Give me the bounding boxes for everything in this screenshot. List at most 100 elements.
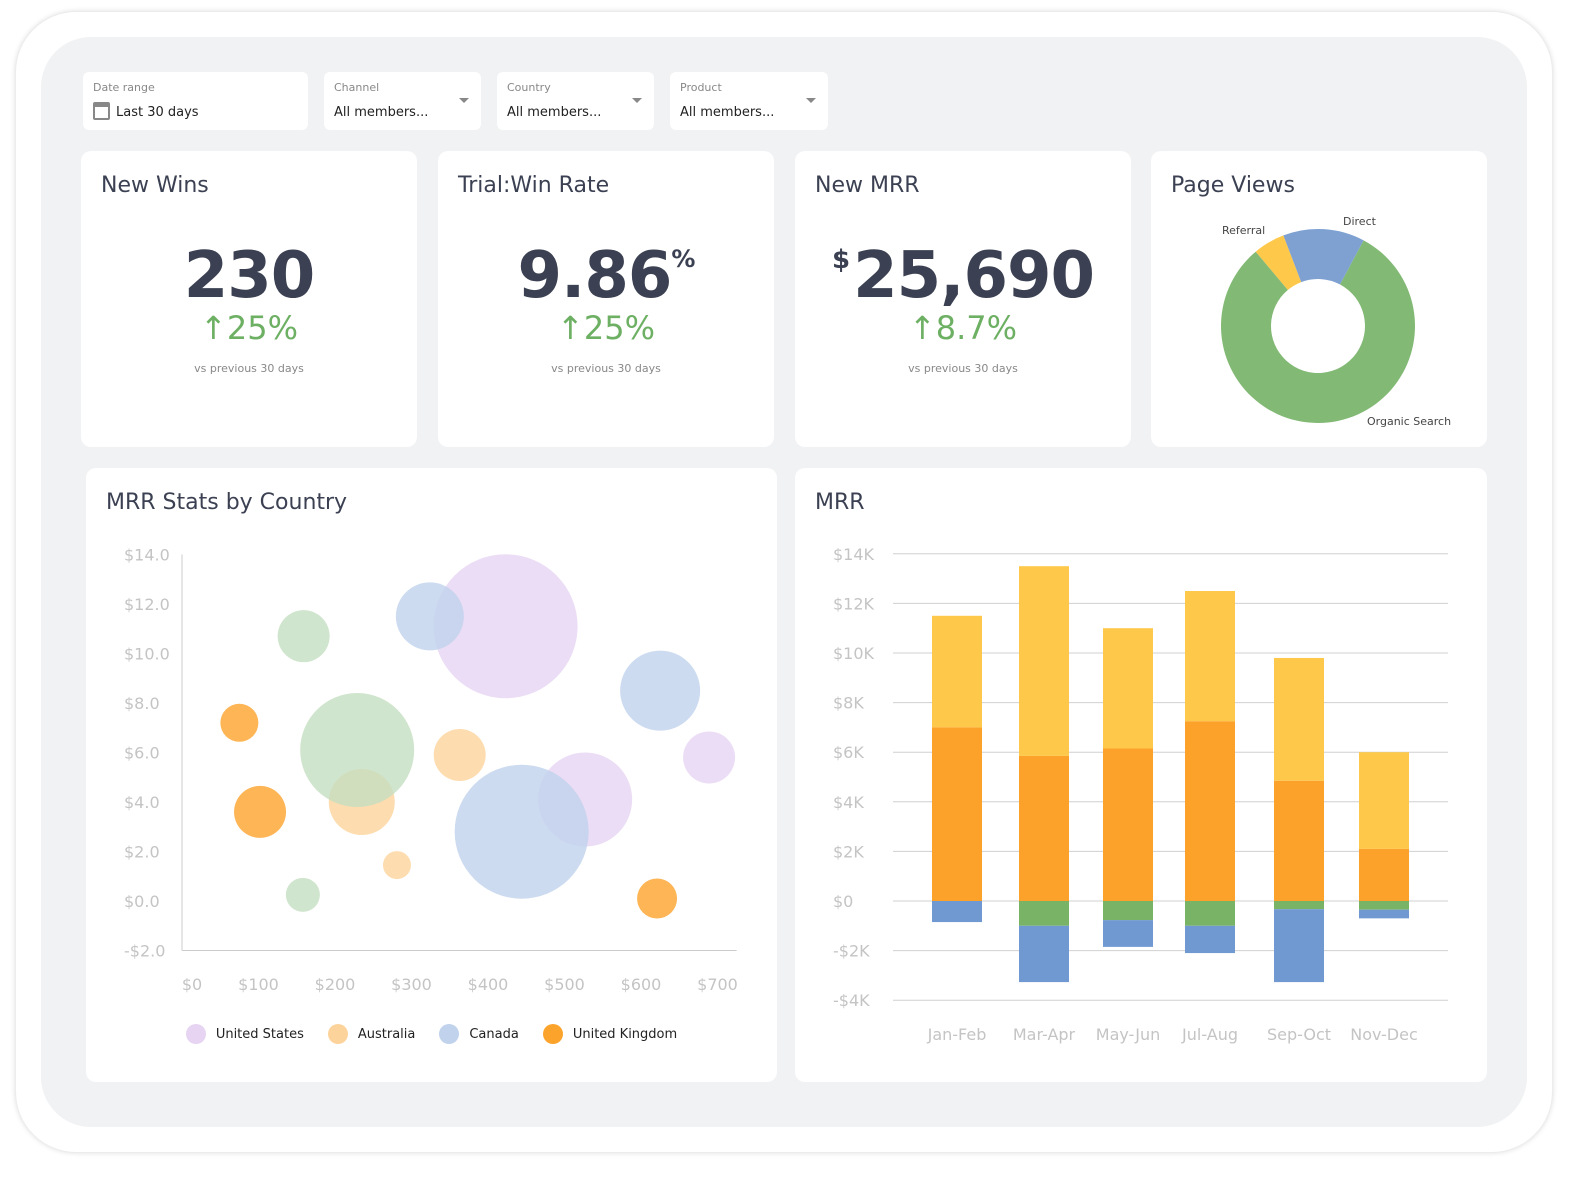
calendar-icon [93,102,110,120]
kpi-card-new-mrr: New MRR $25,690 ↑8.7% vs previous 30 day… [795,151,1131,447]
bubble [234,785,287,838]
y-tick-label: $2.0 [124,843,160,862]
legend-label: United Kingdom [572,1026,678,1042]
legend-item[interactable]: United States [185,1024,304,1044]
legend-item[interactable]: United Kingdom [542,1024,678,1044]
kpi-number: 25,690 [853,239,1095,313]
x-tick-label: May-Jun [1096,1025,1160,1044]
chevron-down-icon [632,98,642,103]
kpi-change: ↑25% [438,309,774,347]
y-tick-label: $12.0 [124,595,170,614]
filter-label: Channel [334,81,380,94]
y-tick-label: $2K [833,842,864,861]
bar-segment [1185,925,1235,954]
y-tick-label: $0 [833,892,853,911]
country-filter[interactable]: Country All members... [497,72,654,130]
x-tick-label: Jul-Aug [1181,1025,1238,1044]
bar-segment [1185,591,1235,722]
y-tick-label: -$2K [833,942,870,961]
chevron-down-icon [806,98,816,103]
kpi-change-value: 8.7% [935,309,1018,347]
legend-swatch [439,1024,460,1044]
legend-label: Australia [357,1026,416,1042]
filter-value: All members... [680,105,775,120]
bubble [300,693,415,808]
x-tick-label: Nov-Dec [1350,1025,1418,1044]
card-title: New MRR [815,173,920,198]
kpi-change-value: 25% [226,309,298,347]
legend-swatch [185,1024,206,1044]
channel-filter[interactable]: Channel All members... [324,72,481,130]
bubble [395,582,464,651]
kpi-suffix: % [671,245,695,273]
filter-value: All members... [334,105,429,120]
bar-segment [1359,901,1409,910]
product-filter[interactable]: Product All members... [670,72,828,130]
legend-swatch [542,1024,563,1044]
bar-segment [1103,628,1153,749]
filter-label: Country [507,81,551,94]
bar-segment [1274,909,1324,983]
bar-segment [1019,755,1069,901]
donut-slice [1221,240,1415,423]
x-tick-label: $200 [315,975,356,994]
bar-segment [1274,780,1324,901]
legend-label: United States [215,1026,304,1042]
bubble [620,650,701,731]
y-tick-label: $14.0 [124,546,170,565]
filter-value: All members... [507,105,602,120]
y-tick-label: -$2.0 [124,942,165,961]
bar-segment [932,727,982,901]
date-range-filter[interactable]: Date range Last 30 days [83,72,308,130]
y-tick-label: $12K [833,594,875,613]
mrr-card: MRR $14K $12K $10K $8K $6K $4K $2K $0 -$2K -$4K Ja… [795,468,1487,1082]
bar-segment [1359,848,1409,901]
bubble [433,728,486,781]
bubble [285,877,320,912]
bubble [277,610,330,663]
x-tick-label: $500 [544,975,585,994]
kpi-value: 9.86% [438,239,774,313]
donut-slice [1283,229,1364,285]
x-tick-label: $0 [182,975,202,994]
bar-segment [1103,901,1153,921]
bar-segment [1185,901,1235,926]
bar-segment [932,901,982,923]
y-tick-label: $0.0 [124,892,160,911]
bar-segment [1019,901,1069,926]
kpi-card-trial-win-rate: Trial:Win Rate 9.86% ↑25% vs previous 30… [438,151,774,447]
kpi-prefix: $ [831,245,850,275]
donut-slice [1255,235,1302,290]
bar-segment [1103,748,1153,901]
bar-segment [932,615,982,728]
card-title: MRR Stats by Country [106,490,348,515]
filter-value: Last 30 days [116,105,199,120]
slice-label: Direct [1343,215,1377,228]
x-tick-label: Sep-Oct [1267,1025,1331,1044]
kpi-change: ↑8.7% [795,309,1131,347]
kpi-value: 230 [81,239,417,313]
mrr-by-country-card: MRR Stats by Country $14.0 $12.0 $10.0 $8.0… [86,468,777,1082]
filter-label: Product [680,81,722,94]
chart-legend: United States Australia Canada United Kingd… [86,1024,777,1044]
kpi-change-value: 25% [583,309,655,347]
card-title: New Wins [101,173,209,198]
legend-item[interactable]: Canada [439,1024,519,1044]
arrow-up-icon: ↑ [557,309,584,347]
slice-label: Organic Search [1367,415,1451,428]
x-tick-label: $100 [238,975,279,994]
kpi-note: vs previous 30 days [551,362,661,375]
y-tick-label: $8.0 [124,694,160,713]
legend-item[interactable]: Australia [327,1024,416,1044]
bar-segment [1359,752,1409,849]
page-views-donut: Referral Direct Organic Search [1221,215,1451,428]
slice-label: Referral [1222,224,1265,237]
bar-segment [1274,901,1324,910]
legend-label: Canada [469,1026,519,1042]
y-tick-label: -$4K [833,991,870,1010]
arrow-up-icon: ↑ [200,309,227,347]
bubble-chart: $14.0 $12.0 $10.0 $8.0 $6.0 $4.0 $2.0 $0.0 -$2.0… [124,546,738,995]
bar-segment [1019,566,1069,756]
y-tick-label: $10K [833,644,875,663]
bubble [454,764,589,899]
